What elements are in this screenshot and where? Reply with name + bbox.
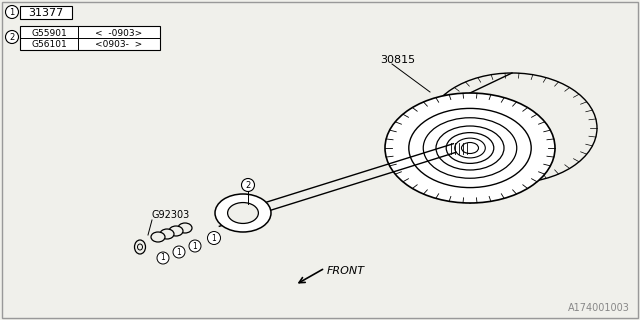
- Text: 30815: 30815: [380, 55, 415, 65]
- Text: G92303: G92303: [152, 210, 190, 220]
- Ellipse shape: [227, 213, 237, 219]
- Ellipse shape: [454, 138, 485, 158]
- Circle shape: [241, 179, 255, 191]
- Ellipse shape: [215, 194, 271, 232]
- Ellipse shape: [160, 229, 174, 239]
- Text: 2: 2: [10, 33, 15, 42]
- Ellipse shape: [436, 126, 504, 170]
- Circle shape: [6, 30, 19, 44]
- Text: 1: 1: [161, 253, 165, 262]
- Circle shape: [173, 246, 185, 258]
- Ellipse shape: [151, 232, 165, 242]
- Ellipse shape: [409, 108, 531, 188]
- Text: <  -0903>: < -0903>: [95, 28, 143, 37]
- Circle shape: [189, 240, 201, 252]
- Text: G56101: G56101: [31, 39, 67, 49]
- Ellipse shape: [134, 240, 145, 254]
- FancyBboxPatch shape: [20, 26, 160, 50]
- Text: G55901: G55901: [31, 28, 67, 37]
- Circle shape: [157, 252, 169, 264]
- Ellipse shape: [169, 226, 183, 236]
- Text: <0903-  >: <0903- >: [95, 39, 143, 49]
- Ellipse shape: [446, 132, 494, 164]
- Ellipse shape: [427, 73, 597, 183]
- Ellipse shape: [138, 244, 143, 250]
- Ellipse shape: [228, 203, 259, 223]
- Text: 1: 1: [10, 7, 15, 17]
- Ellipse shape: [178, 223, 192, 233]
- FancyBboxPatch shape: [20, 6, 72, 19]
- Text: 1: 1: [177, 247, 181, 257]
- Text: 1: 1: [212, 234, 216, 243]
- Text: 1: 1: [193, 242, 197, 251]
- Text: 31377: 31377: [28, 7, 63, 18]
- Text: 2: 2: [245, 180, 251, 189]
- Circle shape: [6, 5, 19, 19]
- Text: FRONT: FRONT: [327, 266, 365, 276]
- Ellipse shape: [385, 93, 555, 203]
- Ellipse shape: [423, 118, 516, 178]
- Circle shape: [207, 231, 221, 244]
- Text: A174001003: A174001003: [568, 303, 630, 313]
- Ellipse shape: [461, 142, 479, 154]
